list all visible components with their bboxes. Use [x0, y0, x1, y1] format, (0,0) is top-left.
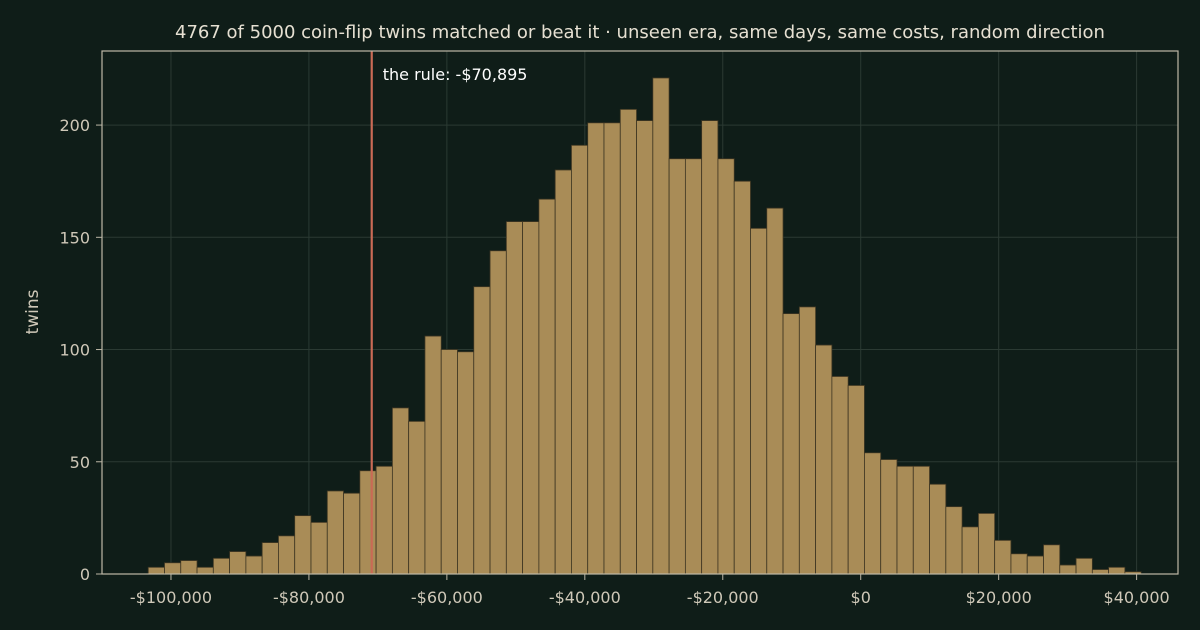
histogram-bar: [245, 555, 263, 575]
histogram-bar: [278, 535, 296, 575]
x-tick-label: $0: [851, 588, 871, 607]
histogram-bar: [798, 306, 817, 575]
histogram-bar: [571, 144, 589, 575]
histogram-bar: [945, 506, 963, 575]
x-tick-label: -$100,000: [130, 588, 212, 607]
histogram-bar: [912, 465, 930, 575]
histogram-bar: [522, 221, 540, 575]
histogram-bar: [326, 490, 344, 575]
axes: -$100,000 -$80,000 -$60,000 -$40,000 -$20,00…: [59, 50, 1179, 607]
histogram-bar: [1091, 569, 1110, 575]
histogram-bar: [1043, 544, 1061, 575]
x-tick-label: $40,000: [1104, 588, 1170, 607]
histogram-bar: [603, 122, 621, 575]
histogram-bar: [961, 526, 979, 575]
histogram-bar: [636, 120, 654, 575]
histogram-bar: [977, 512, 996, 575]
x-tick-label: -$20,000: [687, 588, 759, 607]
x-tick-label: -$60,000: [411, 588, 483, 607]
histogram-bar: [391, 407, 410, 575]
histogram-bar: [440, 349, 458, 575]
y-tick-label: 100: [59, 341, 90, 360]
histogram-bar: [343, 492, 361, 575]
histogram-bar: [554, 169, 572, 575]
histogram-bar: [310, 521, 328, 575]
histogram-bar: [473, 286, 491, 575]
histogram-bar: [864, 452, 882, 575]
histogram-bar: [1059, 564, 1077, 575]
histogram-bar: [229, 551, 247, 575]
bars: [147, 77, 1142, 575]
histogram-bar: [489, 250, 507, 575]
histogram-bar: [717, 158, 735, 575]
histogram-bar: [505, 221, 524, 575]
histogram-bar: [359, 470, 377, 575]
histogram-bar: [538, 198, 556, 575]
histogram-bar: [880, 459, 898, 575]
histogram-bar: [1010, 553, 1028, 575]
histogram-bar: [1108, 566, 1126, 575]
histogram-bar: [766, 207, 784, 575]
histogram-bar: [782, 313, 800, 575]
x-tick-label: $20,000: [966, 588, 1032, 607]
histogram-bar: [619, 108, 637, 575]
histogram-bar: [994, 539, 1012, 575]
histogram-bar: [375, 465, 393, 575]
histogram-bar: [587, 122, 605, 575]
histogram-bar: [147, 566, 165, 575]
chart-title: 4767 of 5000 coin-flip twins matched or …: [175, 22, 1105, 43]
histogram-bar: [847, 385, 865, 575]
histogram-bar: [815, 344, 833, 575]
histogram-bar: [1026, 555, 1044, 575]
histogram-bar: [896, 465, 914, 575]
histogram-bar: [750, 227, 768, 575]
histogram-bar: [261, 542, 279, 575]
y-tick-label: 50: [70, 453, 90, 472]
histogram-bar: [652, 77, 670, 575]
histogram-bar: [701, 120, 719, 575]
histogram-bar: [1075, 557, 1093, 575]
histogram-bar: [408, 420, 426, 575]
x-tick-label: -$40,000: [549, 588, 621, 607]
histogram-bar: [831, 376, 849, 575]
histogram-bar: [294, 515, 312, 575]
y-tick-label: 0: [80, 565, 90, 584]
histogram-bar: [733, 180, 751, 575]
y-tick-label: 150: [59, 228, 90, 247]
histogram-bar: [164, 562, 182, 575]
histogram-bar: [668, 158, 686, 575]
rule-marker-label: the rule: -$70,895: [383, 65, 528, 84]
histogram-bar: [684, 158, 703, 575]
histogram-bar: [457, 351, 475, 575]
y-tick-label: 200: [59, 116, 90, 135]
histogram-bar: [929, 483, 947, 575]
histogram-bar: [196, 566, 214, 575]
histogram-bar: [212, 557, 231, 575]
histogram-bar: [424, 335, 442, 575]
x-tick-label: -$80,000: [273, 588, 345, 607]
rule-marker: the rule: -$70,895: [370, 51, 528, 574]
histogram-bar: [180, 560, 198, 575]
plot-frame: [101, 50, 1179, 575]
y-axis-label: twins: [23, 289, 43, 334]
